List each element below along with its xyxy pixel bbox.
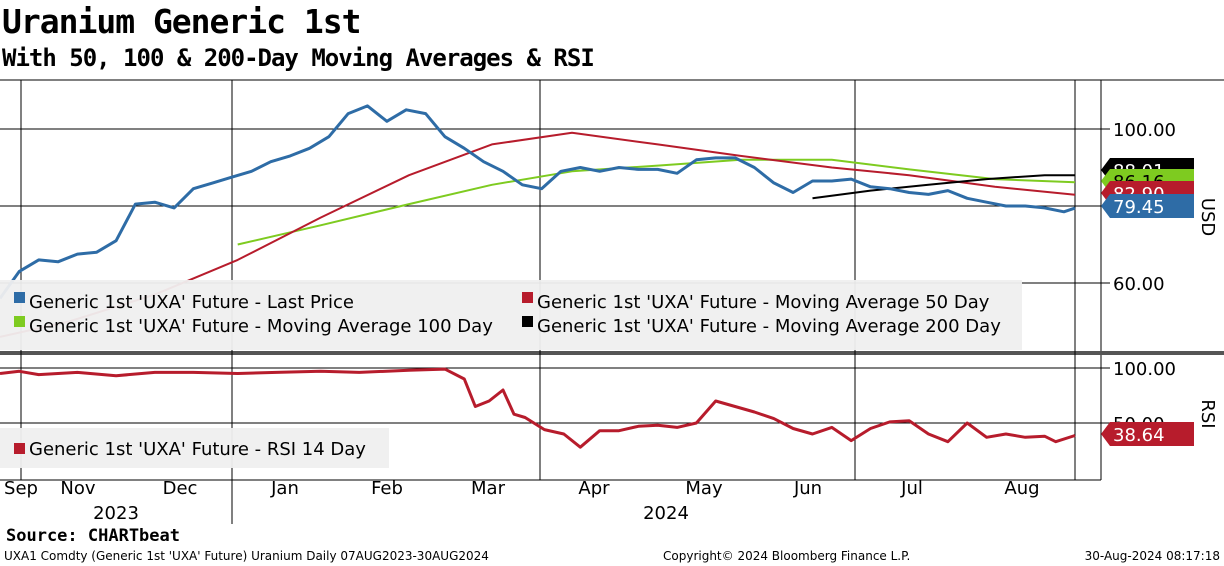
legend-layer: Generic 1st 'UXA' Future - Last Price Gen… [0,280,1022,468]
rsi-line [0,367,1076,449]
panel-divider[interactable] [0,351,1224,355]
legend-entry[interactable]: Generic 1st 'UXA' Future - Moving Averag… [29,316,493,337]
legend-entry[interactable]: Generic 1st 'UXA' Future - Moving Averag… [537,292,990,313]
x-month-label: Aug [1004,478,1039,499]
tag-background [1101,194,1194,218]
tag-background [1101,422,1194,446]
price-tick-label: 60.00 [1113,274,1165,295]
x-month-label: May [685,478,723,499]
legend-entry[interactable]: Generic 1st 'UXA' Future - Last Price [29,292,354,313]
last-value-tag: 38.64 [1101,422,1194,446]
price-legend-box [0,280,1022,350]
legend-swatch [14,443,25,454]
rsi-tick-label: 100.00 [1113,359,1176,380]
price-tick-label: 100.00 [1113,120,1176,141]
tag-value: 79.45 [1113,197,1165,218]
series-layer [0,104,1076,449]
x-month-label: Nov [60,478,95,499]
legend-swatch [522,292,533,303]
ma200-line [812,174,1075,200]
rsi-axis-label: RSI [1197,399,1218,428]
rsi-legend-box [0,428,389,468]
x-year-label: 2023 [93,503,139,524]
x-month-label: Sep [4,478,38,499]
source-note: Source: CHARTbeat [6,526,180,546]
legend-swatch [522,316,533,327]
price-axis-label: USD [1197,198,1218,236]
security-description: UXA1 Comdty (Generic 1st 'UXA' Future) U… [4,549,489,563]
legend-swatch [14,292,25,303]
x-month-label: Dec [163,478,198,499]
last-price-line [0,104,1076,300]
chart-frame [0,79,1224,524]
x-month-label: Jun [793,478,822,499]
ma100-line [237,158,1076,246]
x-month-label: Mar [471,478,506,499]
x-label-layer: Sep Nov Dec Jan Feb Mar Apr May Jun Jul Aug 2023 202… [4,478,1040,524]
x-month-label: Jul [900,478,923,499]
chart-title: Uranium Generic 1st [2,2,361,41]
x-month-label: Apr [578,478,610,499]
x-month-label: Jan [270,478,299,499]
timestamp: 30-Aug-2024 08:17:18 [1084,549,1220,563]
x-year-label: 2024 [643,503,689,524]
last-value-tag: 79.45 [1101,194,1194,218]
chart-subtitle: With 50, 100 & 200-Day Moving Averages &… [2,44,595,72]
x-month-label: Feb [371,478,403,499]
copyright-note: Copyright© 2024 Bloomberg Finance L.P. [663,549,911,563]
legend-swatch [14,316,25,327]
tag-value: 38.64 [1113,425,1165,446]
legend-entry[interactable]: Generic 1st 'UXA' Future - Moving Averag… [537,316,1001,337]
legend-entry[interactable]: Generic 1st 'UXA' Future - RSI 14 Day [29,439,366,460]
